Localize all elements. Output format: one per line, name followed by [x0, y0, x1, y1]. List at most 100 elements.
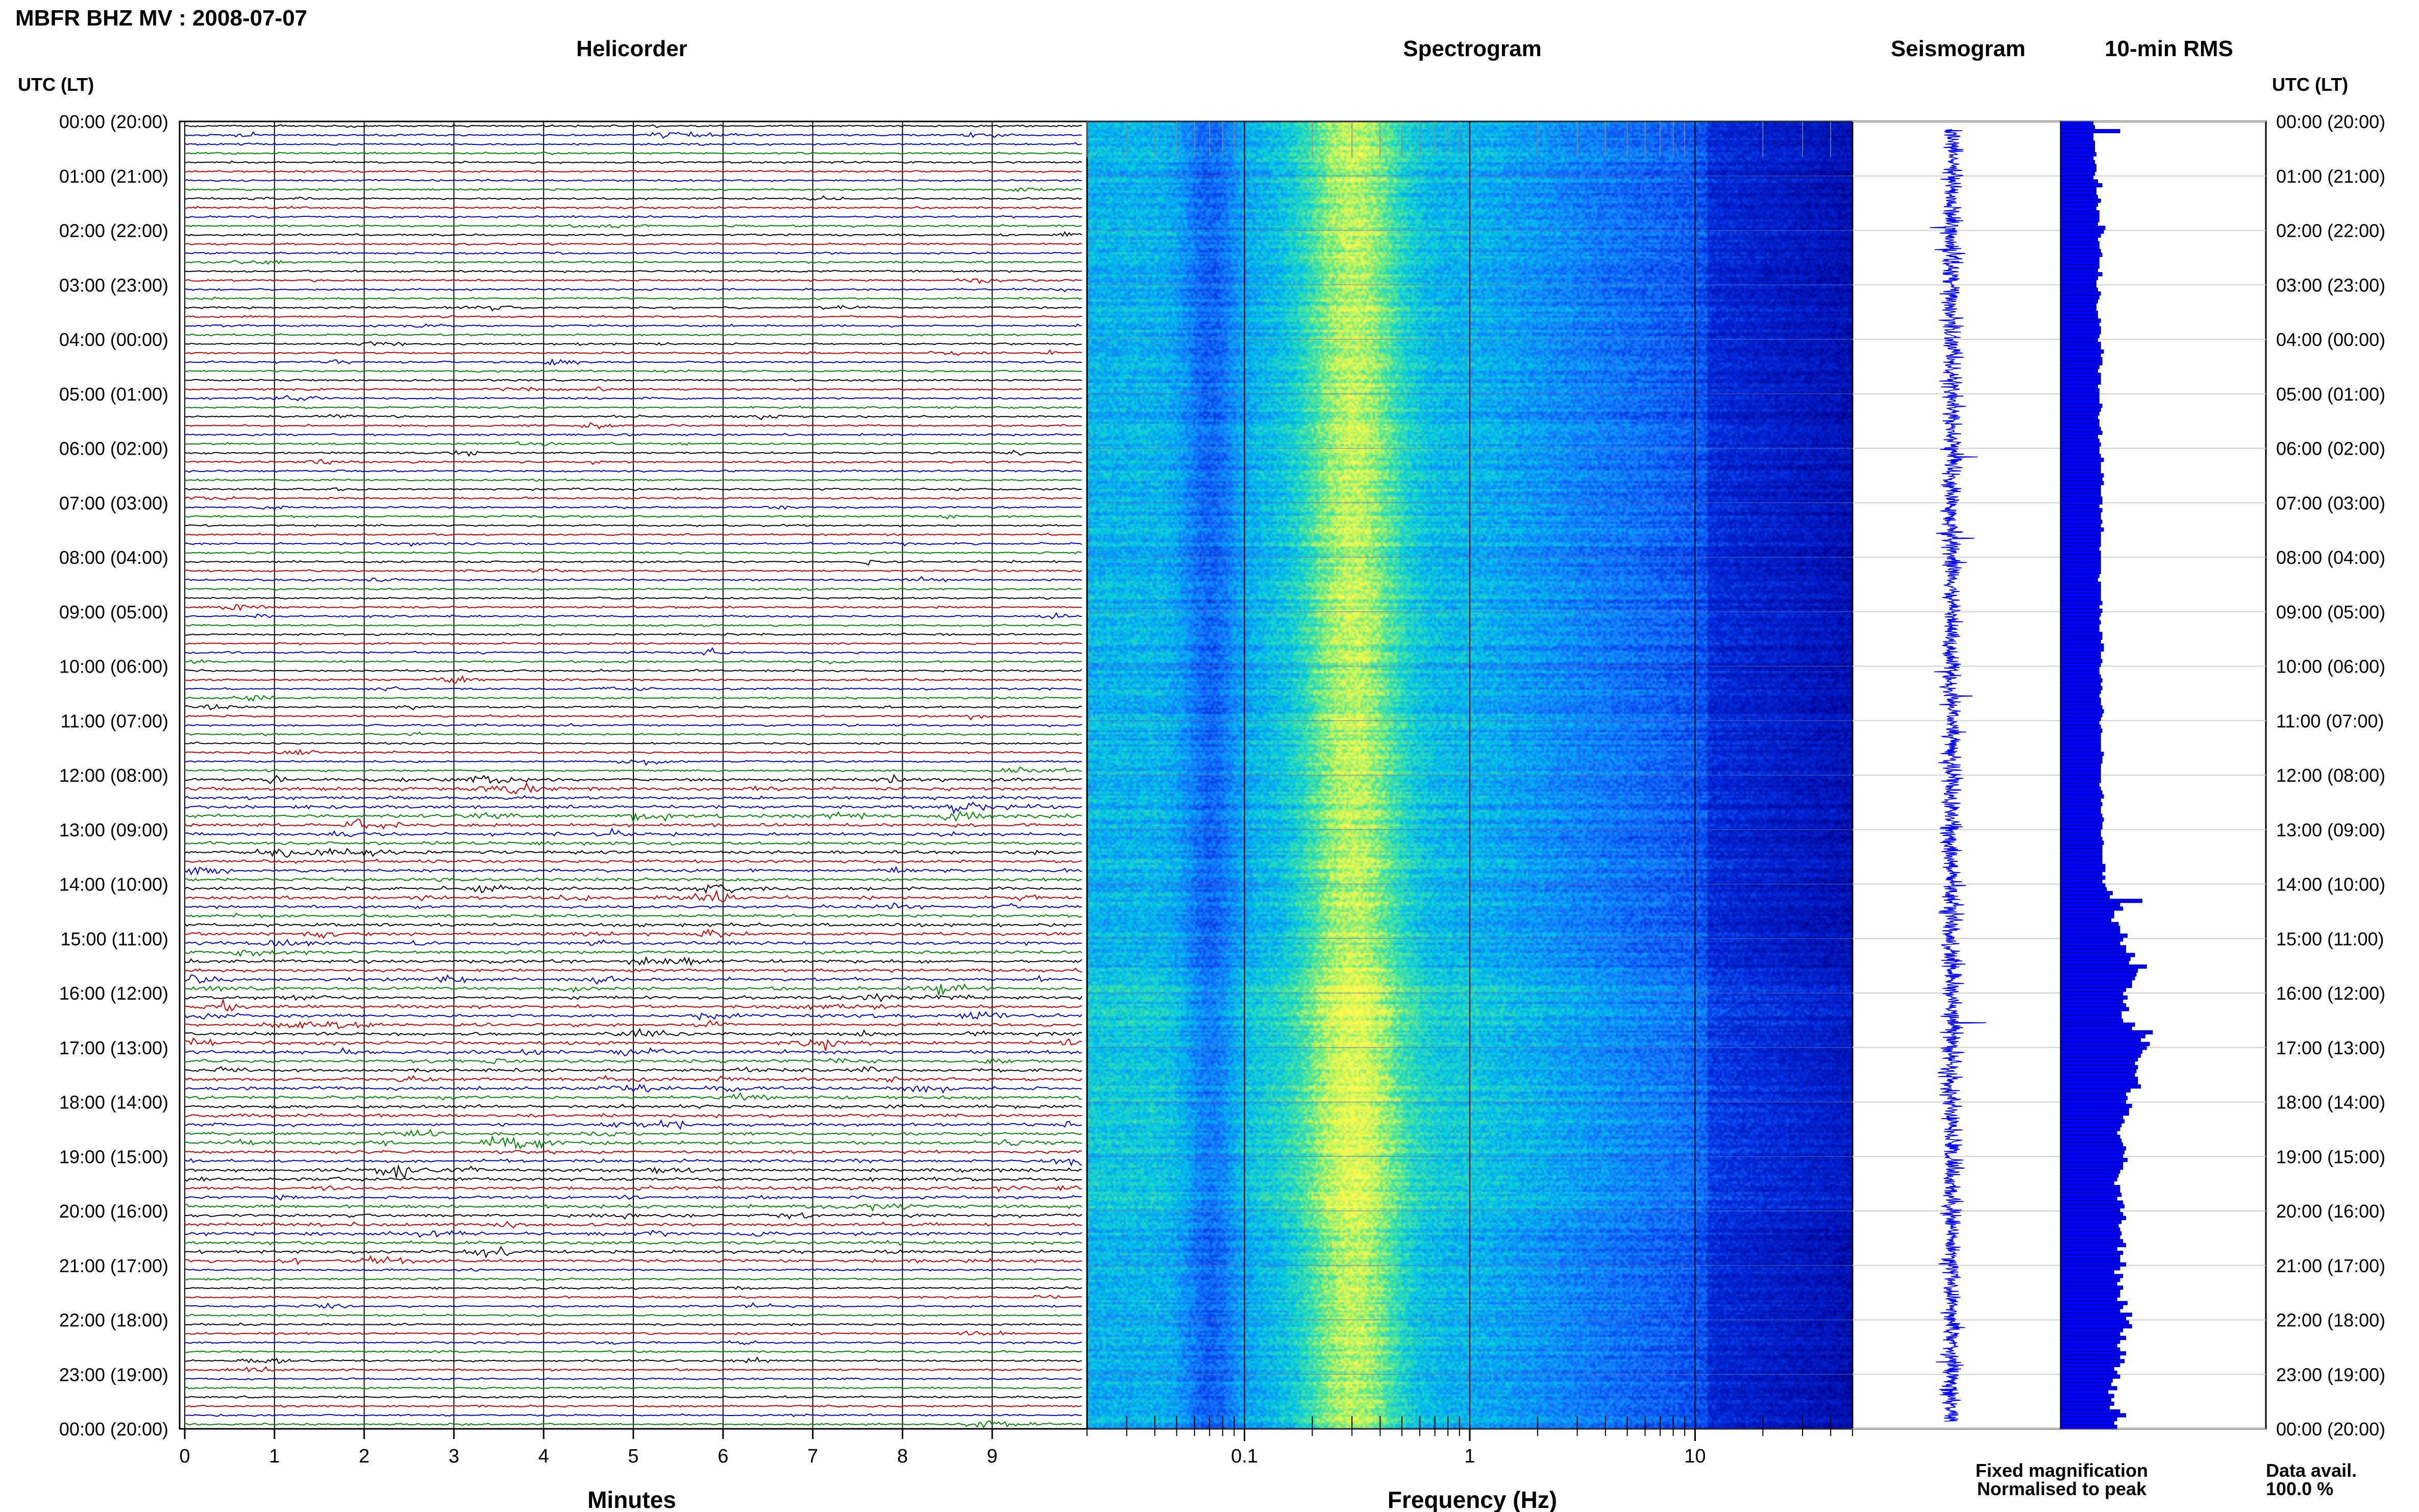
rms-bar	[2060, 427, 2101, 431]
helicorder-trace-line	[184, 160, 1082, 164]
time-tick-left: 22:00 (18:00)	[59, 1310, 168, 1331]
rms-bar	[2060, 431, 2103, 435]
rms-bar	[2060, 759, 2103, 764]
rms-bar	[2060, 500, 2103, 505]
helicorder-trace-line	[184, 1313, 1082, 1317]
rms-bar	[2060, 404, 2103, 408]
rms-bar	[2060, 945, 2126, 950]
rms-bar	[2060, 338, 2098, 342]
rms-bar	[2060, 419, 2100, 424]
rms-bar	[2060, 1274, 2124, 1278]
time-tick-left: 21:00 (17:00)	[59, 1255, 168, 1276]
rms-bar	[2060, 632, 2103, 636]
rms-bar	[2060, 891, 2113, 896]
rms-bar	[2060, 906, 2124, 911]
rms-bar	[2060, 852, 2103, 857]
rms-bar	[2060, 813, 2103, 818]
rms-bar	[2060, 605, 2100, 609]
helicorder-trace-line	[184, 1356, 1082, 1364]
rms-bar	[2060, 910, 2114, 915]
rms-bar	[2060, 1208, 2120, 1212]
helicorder-panel: 0 1 2 3 4 5 6 7 8 9 Minutes	[179, 120, 1088, 1512]
spectrogram-x-tick-label: 0.1	[1231, 1446, 1258, 1467]
helicorder-trace-line	[184, 487, 1082, 491]
rms-bar	[2060, 535, 2101, 539]
rms-bar	[2060, 960, 2129, 965]
rms-bar	[2060, 933, 2128, 938]
rms-bar	[2060, 574, 2100, 578]
rms-bar	[2060, 1421, 2114, 1425]
rms-bar	[2060, 314, 2098, 319]
time-tick-right: 11:00 (07:00)	[2276, 710, 2384, 731]
helicorder-trace-line	[184, 858, 1082, 864]
spectrogram-panel: 0.1 1 10 Frequency (Hz)	[1086, 120, 1854, 1512]
rms-bar	[2060, 531, 2101, 536]
helicorder-trace-line	[184, 1395, 1082, 1399]
rms-bar	[2060, 202, 2098, 207]
rms-bar	[2060, 438, 2100, 443]
helicorder-trace-line	[184, 1119, 1082, 1130]
rms-bar	[2060, 926, 2120, 930]
rms-title: 10-min RMS	[2105, 36, 2233, 61]
rms-bar	[2060, 1343, 2117, 1348]
rms-bar	[2060, 833, 2101, 837]
time-tick-right: 14:00 (10:00)	[2276, 874, 2385, 895]
rms-bar	[2060, 171, 2095, 176]
rms-bar	[2060, 1235, 2120, 1240]
time-tick-right: 03:00 (23:00)	[2276, 275, 2385, 295]
helicorder-trace-line	[184, 1092, 1082, 1101]
rms-bar	[2060, 1324, 2132, 1329]
rms-bar	[2060, 992, 2124, 996]
rms-bar	[2060, 705, 2103, 710]
rms-bar	[2060, 1073, 2135, 1077]
spectrogram-x-ticks: 0.1 1 10	[1087, 1416, 1853, 1467]
rms-bar	[2060, 1181, 2114, 1185]
seismogram-title: Seismogram	[1891, 36, 2026, 61]
rms-bar	[2060, 918, 2111, 923]
helicorder-x-tick-label: 1	[269, 1446, 280, 1467]
rms-bar	[2060, 1061, 2135, 1065]
rms-bar	[2060, 341, 2101, 346]
rms-bar	[2060, 794, 2104, 799]
helicorder-trace-line	[184, 559, 1082, 566]
helicorder-trace-line	[184, 242, 1082, 246]
helicorder-trace-line	[184, 596, 1082, 600]
rms-bar	[2060, 1305, 2124, 1309]
rms-bar	[2060, 365, 2100, 369]
rms-bar	[2060, 740, 2101, 745]
rms-bar	[2060, 666, 2100, 671]
rms-bar	[2060, 407, 2101, 412]
time-tick-right: 06:00 (02:00)	[2276, 438, 2385, 459]
time-tick-right: 13:00 (09:00)	[2276, 820, 2385, 840]
helicorder-trace-line	[184, 422, 1082, 430]
rms-bar	[2060, 922, 2119, 926]
rms-bar	[2060, 461, 2101, 466]
helicorder-trace-line	[184, 341, 1082, 346]
helicorder-trace-line	[184, 782, 1082, 795]
helicorder-trace-line	[184, 668, 1082, 673]
legend-normalised-to-peak: Normalised to peak	[1977, 1478, 2147, 1499]
helicorder-trace-line	[184, 1185, 1082, 1193]
rms-bar	[2060, 840, 2104, 845]
rms-bar	[2060, 1374, 2120, 1379]
rms-bar	[2060, 721, 2100, 725]
rms-bar	[2060, 1134, 2120, 1139]
rms-bar	[2060, 972, 2137, 977]
helicorder-trace-line	[184, 432, 1082, 437]
helicorder-trace-line	[184, 723, 1082, 728]
rms-bar	[2060, 1026, 2132, 1031]
rms-bar	[2060, 1359, 2125, 1364]
spectrogram-title: Spectrogram	[1403, 36, 1541, 61]
rms-bar	[2060, 253, 2103, 257]
rms-bar	[2060, 1301, 2128, 1305]
time-tick-left: 20:00 (16:00)	[59, 1201, 168, 1222]
rms-bar	[2060, 551, 2101, 555]
rms-bar	[2060, 860, 2103, 864]
time-tick-left: 17:00 (13:00)	[59, 1037, 168, 1058]
rms-bar	[2060, 1355, 2120, 1359]
rms-bar	[2060, 508, 2103, 512]
rms-bar	[2060, 809, 2101, 814]
time-tick-left: 15:00 (11:00)	[61, 928, 168, 949]
rms-bar	[2060, 1188, 2120, 1193]
rms-bar	[2060, 1367, 2114, 1371]
